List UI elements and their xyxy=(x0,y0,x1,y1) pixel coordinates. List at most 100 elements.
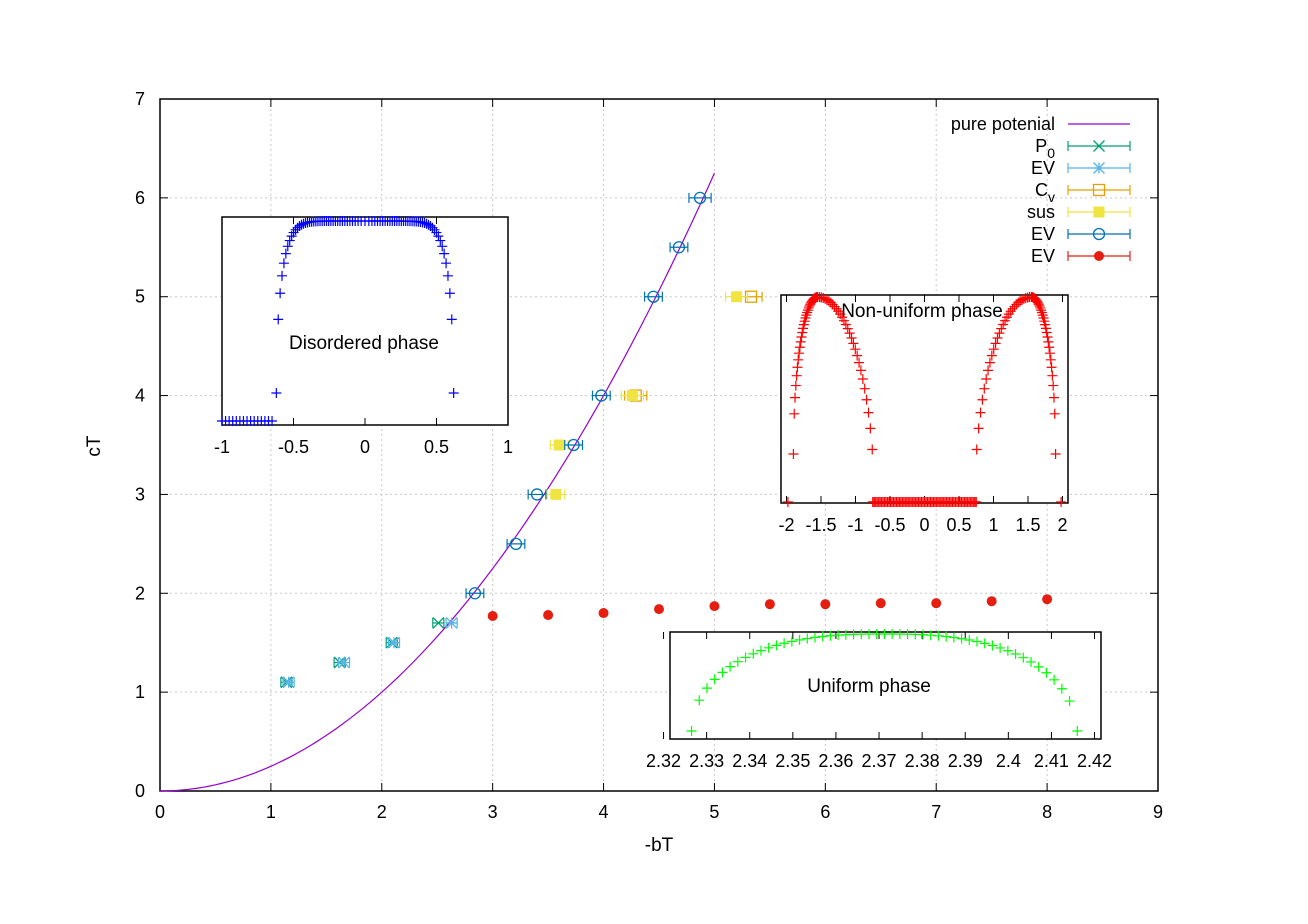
data-point xyxy=(986,350,997,361)
inset-tick-label: 1 xyxy=(503,437,513,457)
inset-tick-label: -2 xyxy=(779,515,795,535)
data-point xyxy=(439,248,450,259)
data-point xyxy=(717,667,728,678)
data-point xyxy=(771,640,782,651)
data-point xyxy=(987,640,998,651)
data-point xyxy=(598,608,609,619)
data-point xyxy=(280,248,291,259)
data-point xyxy=(543,610,554,621)
legend-label: EV xyxy=(1031,246,1055,266)
data-point xyxy=(267,416,278,426)
data-point xyxy=(509,537,523,551)
data-point xyxy=(550,488,562,500)
inset-tick-label: 1.5 xyxy=(1015,515,1040,535)
series xyxy=(282,616,458,689)
data-point xyxy=(1047,370,1058,381)
y-tick-label: 4 xyxy=(135,386,145,406)
data-point xyxy=(1056,497,1067,507)
data-point xyxy=(672,241,686,254)
data-point xyxy=(979,383,990,394)
data-point xyxy=(857,374,868,384)
data-point xyxy=(441,258,452,269)
data-point xyxy=(869,497,880,507)
data-point xyxy=(802,305,813,316)
data-point xyxy=(794,342,805,353)
data-point xyxy=(442,270,453,281)
data-point xyxy=(992,333,1003,343)
data-point xyxy=(487,611,498,622)
data-point xyxy=(791,370,802,381)
data-point xyxy=(995,642,1006,653)
y-tick-label: 3 xyxy=(135,484,145,504)
data-point xyxy=(809,632,820,643)
data-point xyxy=(388,636,400,649)
data-point xyxy=(732,656,743,667)
y-axis-label: cT xyxy=(84,435,105,457)
data-point xyxy=(998,319,1009,330)
data-point xyxy=(1033,661,1044,672)
data-point xyxy=(817,631,828,642)
data-point xyxy=(448,388,459,398)
legend-label: sus xyxy=(1027,202,1055,222)
x-tick-label: 6 xyxy=(820,802,830,822)
data-point xyxy=(419,218,430,229)
inset-tick-label: 0.5 xyxy=(946,515,971,535)
series xyxy=(624,290,763,402)
data-point xyxy=(859,383,870,394)
data-point xyxy=(1044,348,1055,359)
data-point xyxy=(855,365,866,376)
data-point xyxy=(1042,594,1053,605)
data-point xyxy=(852,350,863,361)
data-point xyxy=(1048,380,1059,391)
data-point xyxy=(647,290,660,303)
inset-label: Disordered phase xyxy=(289,333,439,354)
legend-label: P0 xyxy=(1035,136,1055,161)
data-point xyxy=(850,344,861,355)
data-point xyxy=(790,392,801,403)
inset-label: Non-uniform phase xyxy=(841,301,1003,322)
series xyxy=(159,172,715,792)
data-point xyxy=(984,357,995,368)
data-point xyxy=(284,235,295,246)
y-tick-label: 1 xyxy=(135,682,145,702)
data-point xyxy=(1048,392,1059,403)
data-point xyxy=(731,291,743,303)
series-line xyxy=(159,172,715,792)
data-point xyxy=(802,307,813,318)
data-point xyxy=(979,638,990,649)
legend-entry: EV xyxy=(1031,246,1131,266)
data-point xyxy=(446,314,457,325)
data-point xyxy=(437,241,448,252)
inset-tick-label: 2.32 xyxy=(646,751,681,771)
data-point xyxy=(1041,327,1052,338)
data-point xyxy=(338,656,351,669)
data-point xyxy=(435,235,446,246)
inset: -1 -0.5 0 0.5 1 Disordered phase xyxy=(214,216,513,457)
data-point xyxy=(1010,648,1021,659)
data-point xyxy=(1093,140,1105,152)
data-point xyxy=(553,439,565,451)
inset-tick-label: 2.4 xyxy=(996,751,1021,771)
data-point xyxy=(795,336,806,347)
data-point xyxy=(863,407,874,418)
inset-tick-label: -1.5 xyxy=(805,515,836,535)
data-point xyxy=(1041,667,1052,678)
inset: 2.32 2.33 2.34 2.35 2.36 2.37 2.38 2.39 2.4 2.41 2… xyxy=(646,629,1112,771)
data-point xyxy=(282,676,295,689)
data-point xyxy=(1036,305,1047,316)
data-point xyxy=(445,616,458,629)
data-point xyxy=(748,648,759,659)
data-point xyxy=(1036,307,1047,318)
data-point xyxy=(1092,227,1106,241)
data-point xyxy=(1064,696,1075,707)
legend-entry: P0 xyxy=(1035,136,1131,161)
legend-entry: EV xyxy=(1031,224,1131,244)
data-point xyxy=(969,497,980,507)
data-point xyxy=(792,362,803,373)
data-point xyxy=(861,394,872,405)
main-series xyxy=(159,172,1053,792)
x-tick-label: 3 xyxy=(488,802,498,822)
data-point xyxy=(567,438,580,452)
